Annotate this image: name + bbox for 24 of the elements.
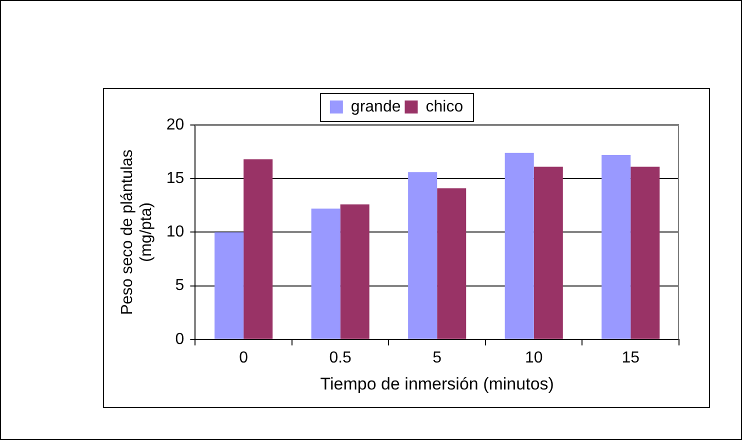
y-tick-label: 10 [166, 224, 184, 241]
bar [602, 155, 631, 339]
x-tick-label: 5 [432, 349, 442, 366]
x-tick-label: 15 [622, 349, 640, 366]
x-tick-label: 0.5 [329, 349, 352, 366]
x-tick-label: 0 [239, 349, 248, 366]
y-axis-title: Peso seco de plántulas (mg/pta) [119, 149, 156, 315]
bar [214, 232, 244, 339]
x-tick-label: 10 [524, 349, 543, 366]
bar [244, 159, 273, 339]
bar [534, 166, 563, 339]
y-tick-label: 0 [175, 330, 184, 348]
bar [630, 166, 660, 339]
y-tick-label: 5 [175, 277, 184, 294]
bar [504, 152, 534, 339]
legend-label: grande [350, 98, 401, 116]
bar [408, 172, 438, 339]
bar [311, 208, 340, 339]
legend-label: chico [426, 98, 464, 116]
bar [340, 204, 370, 339]
x-axis-title: Tiempo de inmersión (minutos) [320, 374, 554, 394]
y-tick-label: 20 [166, 116, 184, 134]
bar [437, 188, 466, 339]
y-tick-label: 15 [166, 170, 184, 188]
